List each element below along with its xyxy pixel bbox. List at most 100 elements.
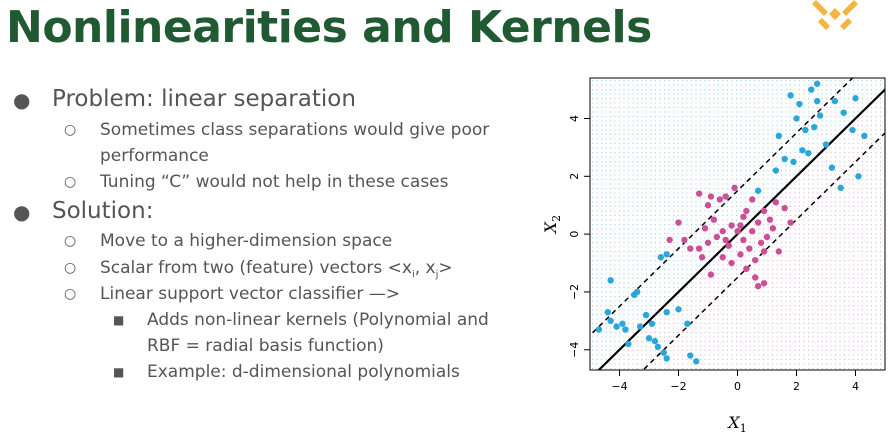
pink-class-point xyxy=(716,196,723,203)
pink-class-point xyxy=(710,216,718,223)
blue-class-point xyxy=(793,115,800,122)
blue-class-point xyxy=(693,358,700,365)
blue-class-point xyxy=(861,132,868,140)
blue-class-point xyxy=(811,123,818,131)
blue-class-point xyxy=(654,343,662,351)
pink-class-point xyxy=(728,222,735,229)
pink-class-point xyxy=(760,280,768,287)
bullet-ring-icon: ○ xyxy=(64,233,77,249)
bullet-kernels-line2: RBF = radial basis function) xyxy=(147,336,384,356)
pink-class-point xyxy=(787,219,794,226)
pink-class-point xyxy=(675,219,682,226)
bullet-problem: Problem: linear separation xyxy=(52,86,356,112)
pink-class-point xyxy=(687,245,694,252)
blue-class-point xyxy=(613,323,620,330)
blue-class-point xyxy=(754,187,762,194)
bullet-dot-icon: ● xyxy=(13,88,31,112)
pink-class-point xyxy=(722,236,729,244)
blue-class-point xyxy=(687,352,694,359)
blue-class-point xyxy=(663,308,670,316)
x-axis-label: X1 xyxy=(726,413,746,435)
blue-class-point xyxy=(796,100,803,108)
blue-class-point xyxy=(636,323,644,330)
blue-class-point xyxy=(625,340,632,348)
pink-class-point xyxy=(760,248,768,255)
pink-class-point xyxy=(749,196,756,203)
plot-frame xyxy=(589,77,886,371)
blue-class-point xyxy=(787,92,794,99)
blue-class-point xyxy=(772,167,780,174)
blue-class-point xyxy=(849,126,856,134)
blue-class-point xyxy=(837,184,844,192)
blue-class-point xyxy=(855,173,862,180)
pink-class-point xyxy=(707,271,715,278)
pink-class-point xyxy=(704,239,712,246)
blue-class-point xyxy=(663,355,670,362)
y-tick-label: −2 xyxy=(568,284,581,300)
pink-class-point xyxy=(743,265,750,273)
blue-class-point xyxy=(651,337,659,345)
blue-class-point xyxy=(802,126,809,134)
pink-class-point xyxy=(743,207,750,215)
y-axis-label: X2 xyxy=(541,215,563,235)
blue-class-point xyxy=(852,95,859,102)
bullet-problem-sub1-line2: performance xyxy=(100,146,209,166)
pink-class-point xyxy=(746,245,753,252)
pink-class-point xyxy=(781,204,788,212)
bullet-ring-icon: ○ xyxy=(64,122,77,138)
blue-class-point xyxy=(684,320,691,327)
pink-class-point xyxy=(734,228,741,235)
x-tick-label: 4 xyxy=(852,380,859,393)
bullet-solution: Solution: xyxy=(52,198,154,224)
blue-class-point xyxy=(781,155,788,163)
pink-class-point xyxy=(698,254,706,261)
blue-class-point xyxy=(831,97,839,105)
pink-class-point xyxy=(681,236,688,244)
pink-class-point xyxy=(666,236,673,244)
pink-class-point xyxy=(731,184,738,192)
pink-class-point xyxy=(722,193,729,200)
pink-class-point xyxy=(737,251,744,258)
pink-class-point xyxy=(728,259,735,267)
x-tick-label: −4 xyxy=(611,380,627,393)
pink-class-point xyxy=(695,245,703,252)
pink-class-point xyxy=(775,248,782,255)
pink-class-point xyxy=(749,228,756,235)
blue-class-point xyxy=(805,149,812,157)
pink-class-point xyxy=(757,239,765,246)
pink-class-point xyxy=(701,225,709,232)
pink-class-point xyxy=(719,228,726,235)
svm-scatter-plot: −4 −2 0 2 4 −4 −2 0 2 4 X1 X2 xyxy=(541,77,886,435)
pink-class-point xyxy=(695,190,703,197)
bullet-square-icon: ■ xyxy=(113,313,125,327)
blue-class-point xyxy=(828,164,836,171)
pink-class-point xyxy=(772,199,780,206)
x-tick-label: 2 xyxy=(793,380,800,393)
blue-class-point xyxy=(799,147,806,154)
bullet-square-icon: ■ xyxy=(113,365,125,379)
bullet-ring-icon: ○ xyxy=(64,260,77,276)
bullet-dot-icon: ● xyxy=(13,200,31,224)
blue-class-point xyxy=(822,141,830,148)
blue-class-point xyxy=(675,306,682,313)
pink-class-point xyxy=(740,213,747,220)
pink-class-point xyxy=(704,202,712,209)
pink-class-point xyxy=(766,216,774,223)
pink-class-point xyxy=(760,207,768,215)
bullet-ring-icon: ○ xyxy=(64,174,77,190)
blue-class-point xyxy=(634,288,641,296)
blue-class-point xyxy=(619,320,626,327)
pink-class-point xyxy=(740,236,747,244)
bullet-problem-sub2: Tuning “C” would not help in these cases xyxy=(100,172,449,192)
pink-class-point xyxy=(769,225,777,232)
blue-class-point xyxy=(775,132,782,140)
x-tick-label: 0 xyxy=(734,380,741,393)
y-tick-label: 0 xyxy=(568,231,581,238)
blue-class-point xyxy=(663,251,670,258)
y-tick-label: 2 xyxy=(568,173,581,180)
blue-class-point xyxy=(648,320,656,327)
bullet-list: ● Problem: linear separation ○ Sometimes… xyxy=(13,86,489,382)
blue-class-point xyxy=(808,86,815,93)
blue-class-point xyxy=(816,112,824,119)
bullet-ring-icon: ○ xyxy=(64,286,77,302)
